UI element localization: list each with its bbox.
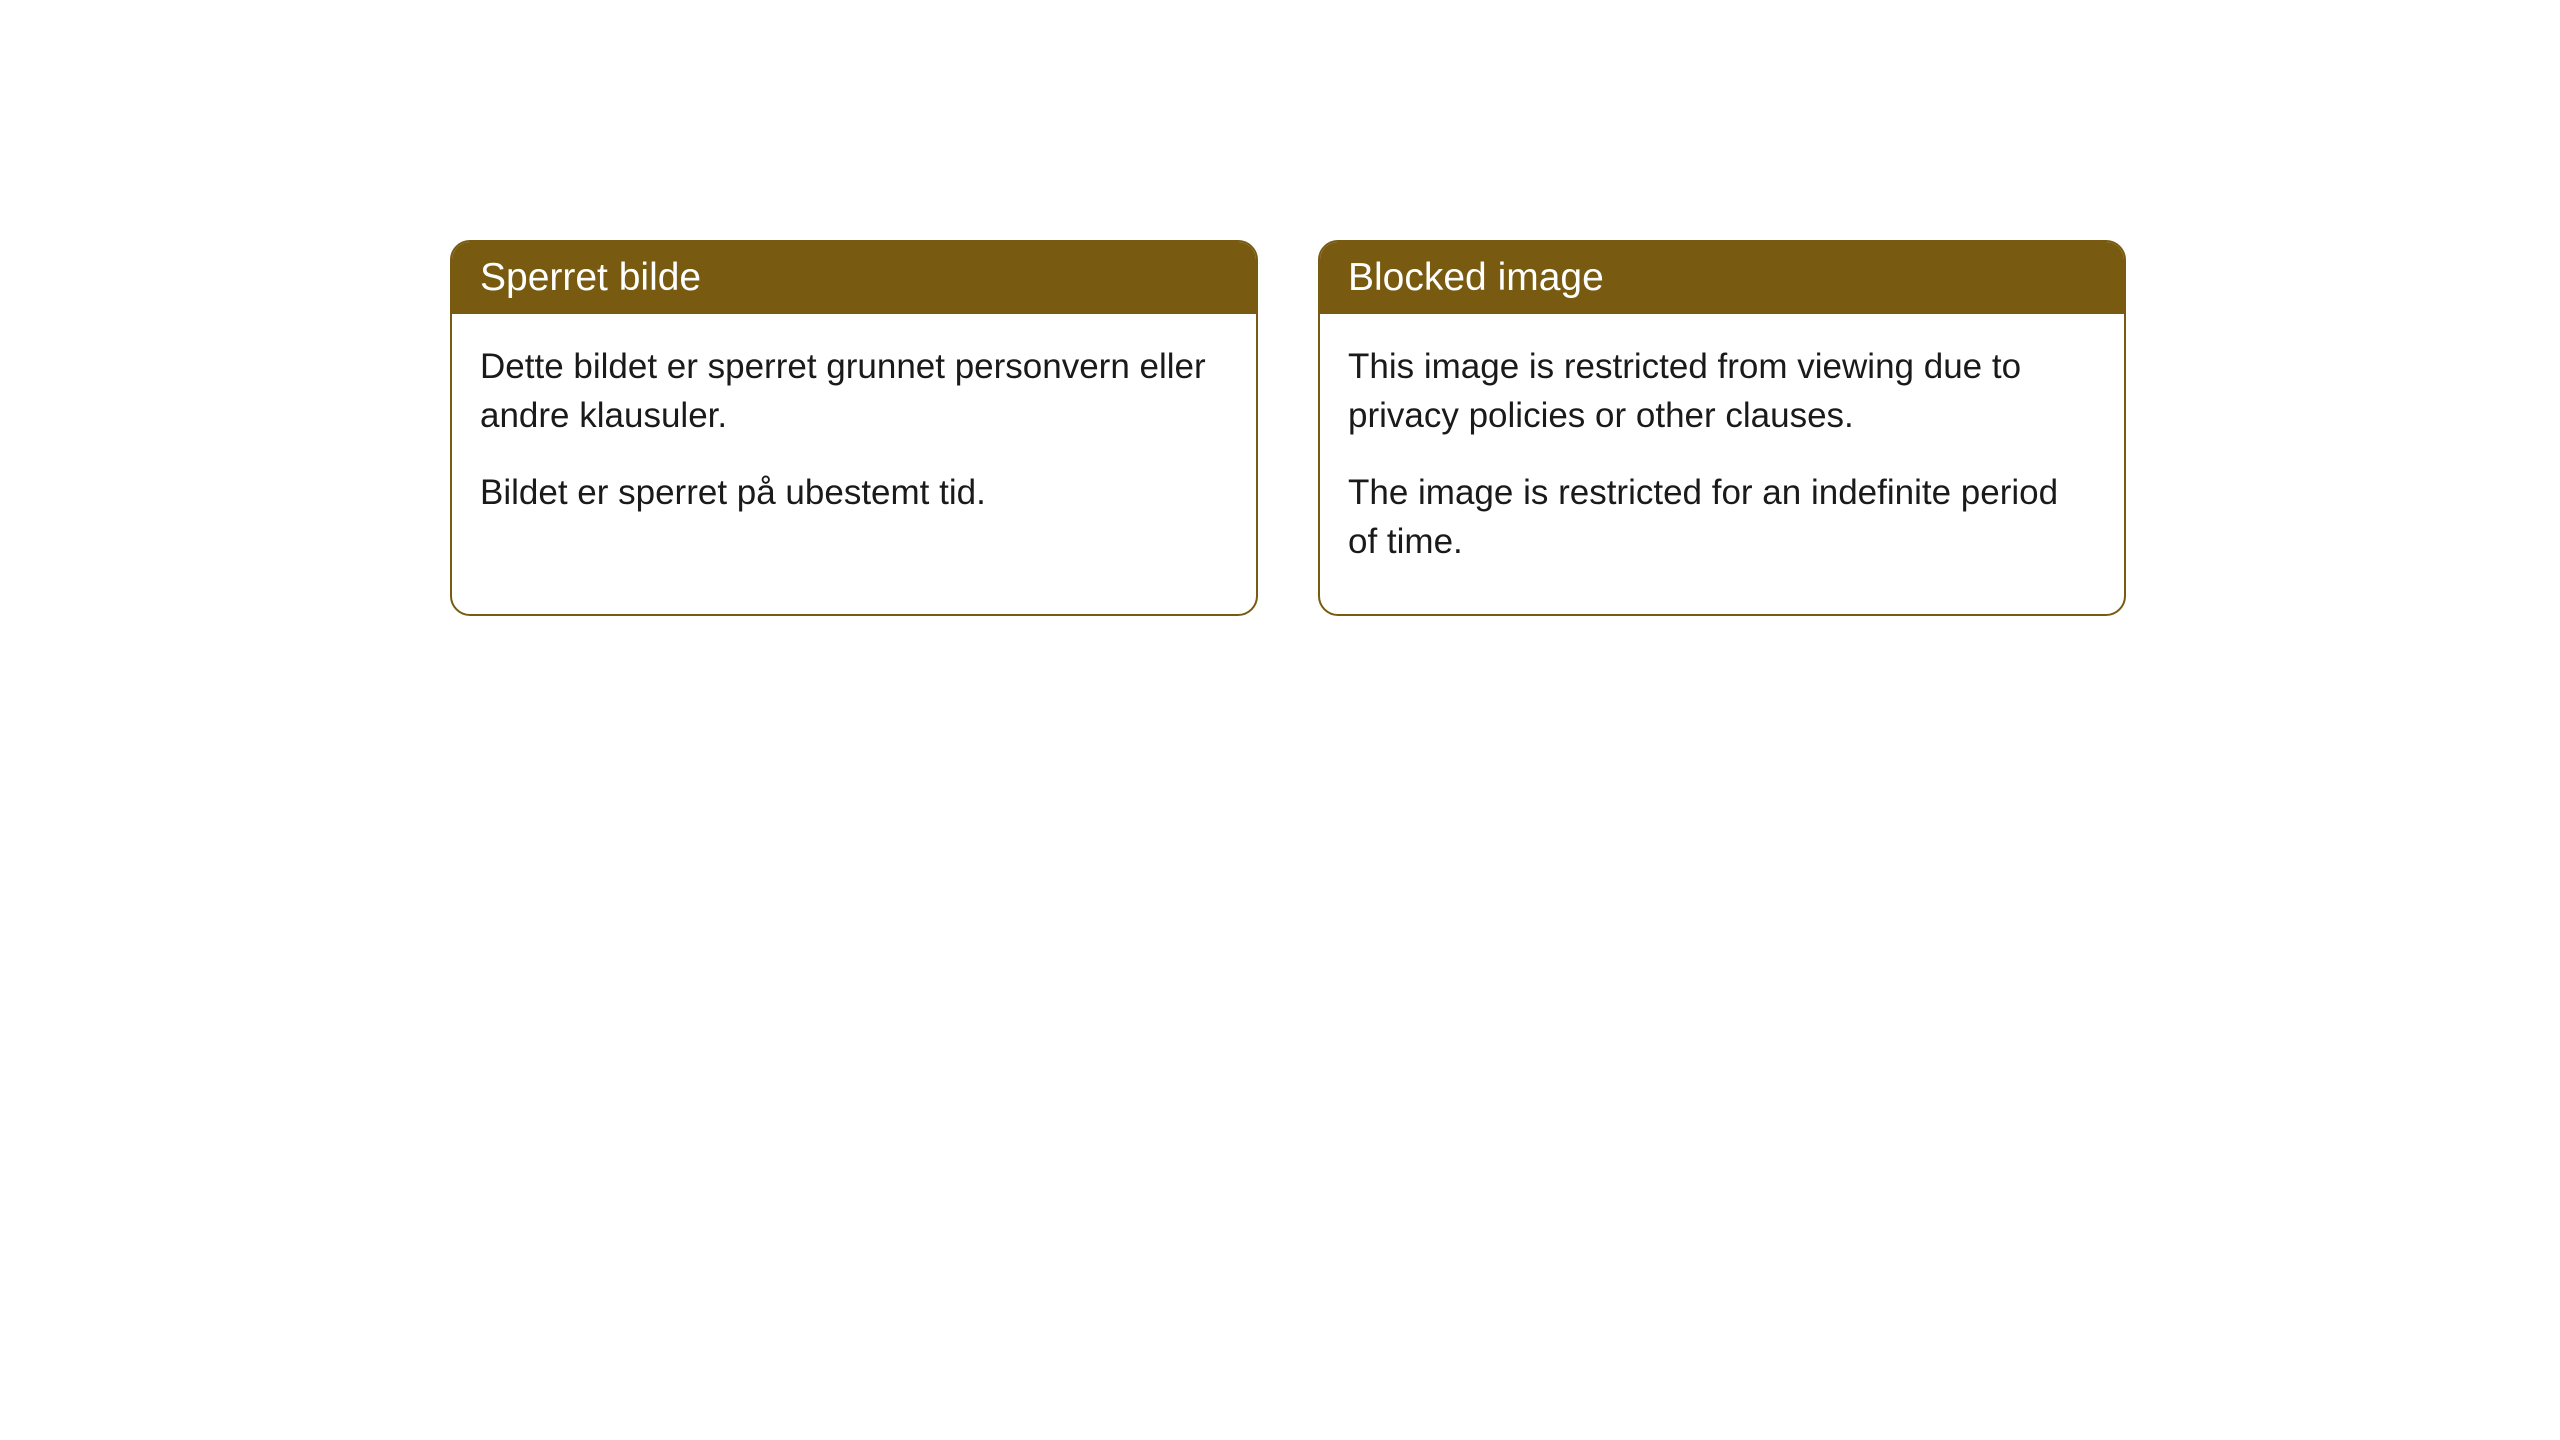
card-paragraph-2: Bildet er sperret på ubestemt tid.	[480, 468, 1228, 517]
card-paragraph-2: The image is restricted for an indefinit…	[1348, 468, 2096, 566]
card-title: Sperret bilde	[480, 256, 701, 299]
blocked-image-card-english: Blocked image This image is restricted f…	[1318, 240, 2126, 616]
card-header-norwegian: Sperret bilde	[452, 242, 1256, 314]
card-paragraph-1: Dette bildet er sperret grunnet personve…	[480, 342, 1228, 440]
card-header-english: Blocked image	[1320, 242, 2124, 314]
card-paragraph-1: This image is restricted from viewing du…	[1348, 342, 2096, 440]
card-body-norwegian: Dette bildet er sperret grunnet personve…	[452, 314, 1256, 565]
card-body-english: This image is restricted from viewing du…	[1320, 314, 2124, 614]
card-title: Blocked image	[1348, 256, 1604, 299]
blocked-image-card-norwegian: Sperret bilde Dette bildet er sperret gr…	[450, 240, 1258, 616]
notice-cards-container: Sperret bilde Dette bildet er sperret gr…	[450, 240, 2126, 616]
